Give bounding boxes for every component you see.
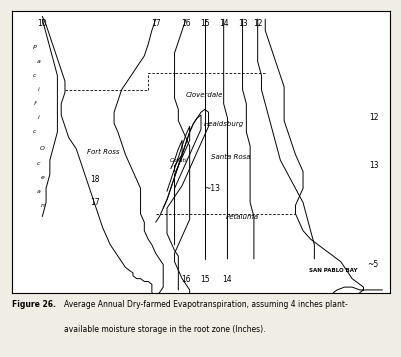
Text: 14: 14 — [218, 19, 228, 28]
Text: Cotati: Cotati — [169, 158, 186, 163]
Text: 18: 18 — [90, 175, 100, 185]
Text: Average Annual Dry-farmed Evapotranspiration, assuming 4 inches plant-: Average Annual Dry-farmed Evapotranspira… — [64, 300, 347, 309]
Text: c: c — [33, 73, 36, 78]
Text: e: e — [40, 175, 44, 180]
Text: 12: 12 — [252, 19, 262, 28]
Text: c: c — [37, 161, 40, 166]
Text: 10: 10 — [37, 19, 47, 28]
Text: ~13: ~13 — [204, 184, 220, 193]
Text: 17: 17 — [90, 198, 100, 207]
Text: 13: 13 — [368, 161, 378, 170]
Text: n: n — [40, 203, 44, 208]
Text: 15: 15 — [199, 19, 209, 28]
Text: 12: 12 — [368, 114, 378, 122]
Text: 13: 13 — [237, 19, 247, 28]
Text: Cloverdale: Cloverdale — [186, 92, 223, 98]
Text: 16: 16 — [180, 19, 190, 28]
Text: Fort Ross: Fort Ross — [86, 149, 119, 155]
Text: 17: 17 — [150, 19, 160, 28]
Text: 16: 16 — [180, 275, 190, 284]
Text: i: i — [38, 87, 39, 92]
Text: a: a — [36, 59, 41, 64]
Text: Healdsburg: Healdsburg — [203, 121, 243, 126]
Text: available moisture storage in the root zone (Inches).: available moisture storage in the root z… — [64, 325, 265, 334]
Text: c: c — [33, 130, 36, 135]
Text: Figure 26.: Figure 26. — [12, 300, 56, 309]
Text: 14: 14 — [222, 275, 232, 284]
Text: ~5: ~5 — [367, 260, 378, 269]
Text: Petaluma: Petaluma — [225, 213, 259, 220]
Text: a: a — [36, 189, 41, 194]
Text: O: O — [40, 146, 45, 151]
Text: P: P — [33, 45, 36, 50]
Text: Santa Rosa: Santa Rosa — [211, 154, 250, 160]
Text: 15: 15 — [199, 275, 209, 284]
Text: SAN PABLO BAY: SAN PABLO BAY — [308, 268, 356, 273]
Text: f: f — [34, 101, 36, 106]
Text: i: i — [38, 115, 39, 120]
